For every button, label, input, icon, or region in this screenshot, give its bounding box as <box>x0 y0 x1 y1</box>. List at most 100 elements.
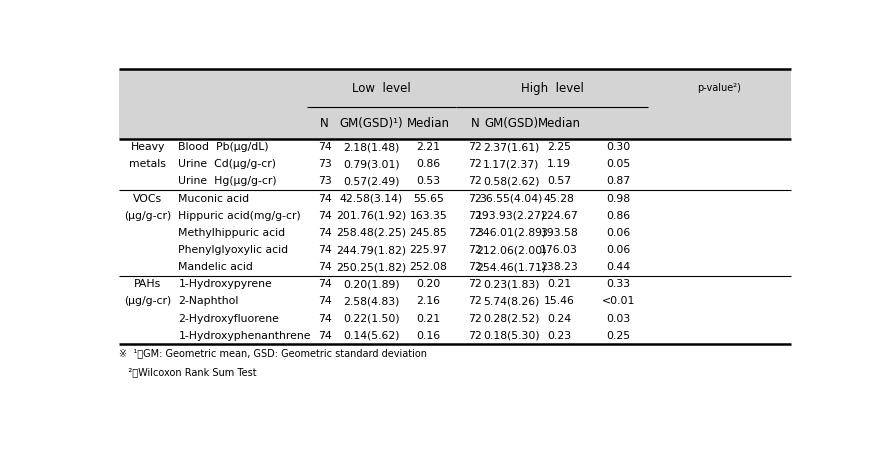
Text: 2.58(4.83): 2.58(4.83) <box>343 296 400 306</box>
Text: 72: 72 <box>468 228 482 238</box>
Text: 193.93(2.27): 193.93(2.27) <box>476 211 546 221</box>
Text: 74: 74 <box>318 331 331 341</box>
Text: 252.08: 252.08 <box>409 262 448 272</box>
Text: 74: 74 <box>318 142 331 152</box>
Text: 5.74(8.26): 5.74(8.26) <box>483 296 539 306</box>
Text: 393.58: 393.58 <box>540 228 578 238</box>
Text: 0.06: 0.06 <box>607 228 630 238</box>
Text: 224.67: 224.67 <box>540 211 578 221</box>
Text: 0.24: 0.24 <box>547 313 571 324</box>
Text: 73: 73 <box>318 176 331 186</box>
Text: 0.79(3.01): 0.79(3.01) <box>343 159 400 169</box>
Text: 0.30: 0.30 <box>607 142 630 152</box>
Text: Urine  Cd(μg/g-cr): Urine Cd(μg/g-cr) <box>178 159 276 169</box>
Text: Phenylglyoxylic acid: Phenylglyoxylic acid <box>178 245 289 255</box>
Text: 55.65: 55.65 <box>413 194 444 203</box>
Text: Urine  Hg(μg/g-cr): Urine Hg(μg/g-cr) <box>178 176 277 186</box>
Text: 0.03: 0.03 <box>607 313 630 324</box>
Text: 225.97: 225.97 <box>409 245 448 255</box>
Text: High  level: High level <box>520 82 583 95</box>
Text: ※  ¹⧉GM: Geometric mean, GSD: Geometric standard deviation: ※ ¹⧉GM: Geometric mean, GSD: Geometric s… <box>119 348 427 358</box>
Text: 42.58(3.14): 42.58(3.14) <box>339 194 403 203</box>
Text: 0.86: 0.86 <box>416 159 440 169</box>
Text: 0.28(2.52): 0.28(2.52) <box>483 313 539 324</box>
Text: 72: 72 <box>468 142 482 152</box>
Text: 346.01(2.89): 346.01(2.89) <box>476 228 546 238</box>
Text: GM(GSD): GM(GSD) <box>484 117 538 129</box>
Bar <box>119 207 791 224</box>
Text: 0.58(2.62): 0.58(2.62) <box>483 176 539 186</box>
Text: N: N <box>471 117 480 129</box>
Text: 2.37(1.61): 2.37(1.61) <box>483 142 539 152</box>
Text: Methylhippuric acid: Methylhippuric acid <box>178 228 286 238</box>
Text: 1-Hydroxyphenanthrene: 1-Hydroxyphenanthrene <box>178 331 311 341</box>
Text: 72: 72 <box>468 313 482 324</box>
Text: 72: 72 <box>468 331 482 341</box>
Text: 36.55(4.04): 36.55(4.04) <box>480 194 543 203</box>
Text: 2.18(1.48): 2.18(1.48) <box>343 142 400 152</box>
Text: 0.25: 0.25 <box>607 331 630 341</box>
Text: 72: 72 <box>468 211 482 221</box>
Text: 244.79(1.82): 244.79(1.82) <box>336 245 406 255</box>
Text: 238.23: 238.23 <box>540 262 578 272</box>
Bar <box>119 310 791 327</box>
Text: PAHs: PAHs <box>134 279 162 289</box>
Text: Low  level: Low level <box>353 82 411 95</box>
Text: 201.76(1.92): 201.76(1.92) <box>336 211 407 221</box>
Text: 1-Hydroxypyrene: 1-Hydroxypyrene <box>178 279 273 289</box>
Text: GM(GSD)¹): GM(GSD)¹) <box>339 117 403 129</box>
Text: 0.33: 0.33 <box>607 279 630 289</box>
Text: 0.16: 0.16 <box>416 331 440 341</box>
Text: 2.21: 2.21 <box>416 142 440 152</box>
Text: 212.06(2.00): 212.06(2.00) <box>476 245 546 255</box>
Text: Median: Median <box>537 117 581 129</box>
Text: 72: 72 <box>468 245 482 255</box>
Text: metals: metals <box>130 159 166 169</box>
Text: 0.57(2.49): 0.57(2.49) <box>343 176 400 186</box>
Text: 0.20: 0.20 <box>416 279 440 289</box>
Bar <box>119 156 791 173</box>
Bar <box>119 173 791 190</box>
Text: 0.23(1.83): 0.23(1.83) <box>483 279 539 289</box>
Bar <box>119 139 791 156</box>
Text: 2-Naphthol: 2-Naphthol <box>178 296 239 306</box>
Text: 74: 74 <box>318 279 331 289</box>
Text: 254.46(1.71): 254.46(1.71) <box>476 262 546 272</box>
Text: 74: 74 <box>318 194 331 203</box>
Bar <box>119 70 791 139</box>
Text: 0.06: 0.06 <box>607 245 630 255</box>
Bar <box>119 259 791 276</box>
Text: 0.44: 0.44 <box>607 262 630 272</box>
Text: 72: 72 <box>468 279 482 289</box>
Bar <box>119 224 791 242</box>
Text: 258.48(2.25): 258.48(2.25) <box>336 228 406 238</box>
Text: 72: 72 <box>468 262 482 272</box>
Text: 2.25: 2.25 <box>547 142 571 152</box>
Bar <box>119 293 791 310</box>
Text: 2-Hydroxyfluorene: 2-Hydroxyfluorene <box>178 313 280 324</box>
Text: 1.17(2.37): 1.17(2.37) <box>483 159 539 169</box>
Text: 0.21: 0.21 <box>416 313 440 324</box>
Bar <box>119 327 791 344</box>
Text: 0.57: 0.57 <box>547 176 571 186</box>
Text: 245.85: 245.85 <box>409 228 448 238</box>
Text: Muconic acid: Muconic acid <box>178 194 250 203</box>
Text: 0.87: 0.87 <box>607 176 630 186</box>
Text: 0.20(1.89): 0.20(1.89) <box>343 279 400 289</box>
Text: 0.86: 0.86 <box>607 211 630 221</box>
Bar <box>119 242 791 259</box>
Text: 72: 72 <box>468 296 482 306</box>
Text: 74: 74 <box>318 211 331 221</box>
Text: 72: 72 <box>468 194 482 203</box>
Text: ²⧉Wilcoxon Rank Sum Test: ²⧉Wilcoxon Rank Sum Test <box>119 367 257 377</box>
Text: 74: 74 <box>318 296 331 306</box>
Text: 0.18(5.30): 0.18(5.30) <box>483 331 540 341</box>
Text: Median: Median <box>407 117 449 129</box>
Text: p-value²): p-value²) <box>697 84 741 93</box>
Text: 0.23: 0.23 <box>547 331 571 341</box>
Text: 72: 72 <box>468 159 482 169</box>
Text: <0.01: <0.01 <box>602 296 635 306</box>
Text: 74: 74 <box>318 245 331 255</box>
Text: Blood  Pb(μg/dL): Blood Pb(μg/dL) <box>178 142 269 152</box>
Text: 15.46: 15.46 <box>543 296 575 306</box>
